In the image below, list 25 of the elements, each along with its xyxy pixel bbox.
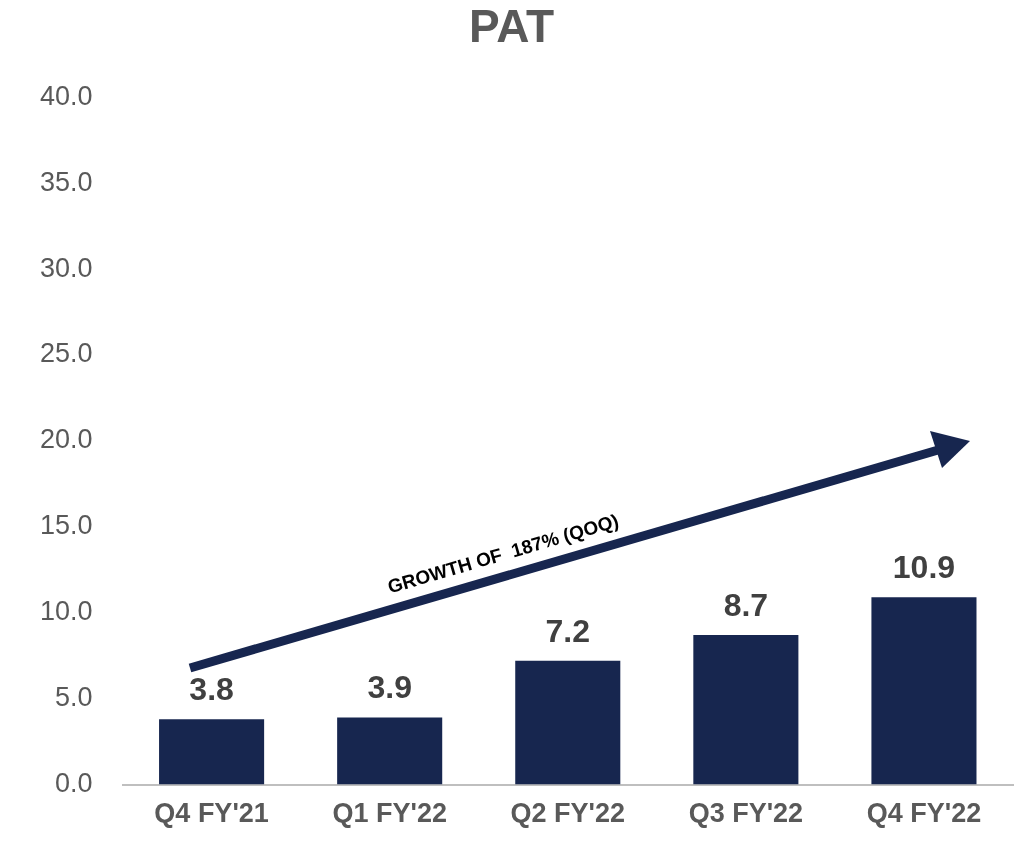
x-tick-label: Q2 FY'22 [510,798,626,829]
y-tick-label: 25.0 [39,338,93,369]
bar [515,660,621,785]
x-tick-label: Q3 FY'22 [688,798,804,829]
y-tick-label: 5.0 [55,682,93,713]
y-tick-label: 30.0 [39,252,93,283]
bar [693,635,799,785]
data-label: 7.2 [545,612,591,649]
y-tick-label: 15.0 [39,510,93,541]
y-tick-label: 20.0 [39,424,93,455]
data-label: 3.9 [367,669,412,706]
x-tick-label: Q1 FY'22 [332,798,447,829]
y-tick-label: 40.0 [39,80,93,111]
x-tick-label: Q4 FY'21 [154,798,269,829]
chart-title: PAT [468,0,555,53]
data-label: 3.8 [189,671,234,708]
y-tick-label: 10.0 [39,596,93,627]
y-tick-label: 35.0 [39,166,93,197]
x-tick-label: Q4 FY'22 [866,798,982,829]
data-label: 8.7 [723,586,769,623]
bar [337,717,443,785]
y-tick-label: 0.0 [55,768,93,799]
data-label: 10.9 [892,549,956,586]
bar [871,597,977,785]
bar [159,719,265,785]
